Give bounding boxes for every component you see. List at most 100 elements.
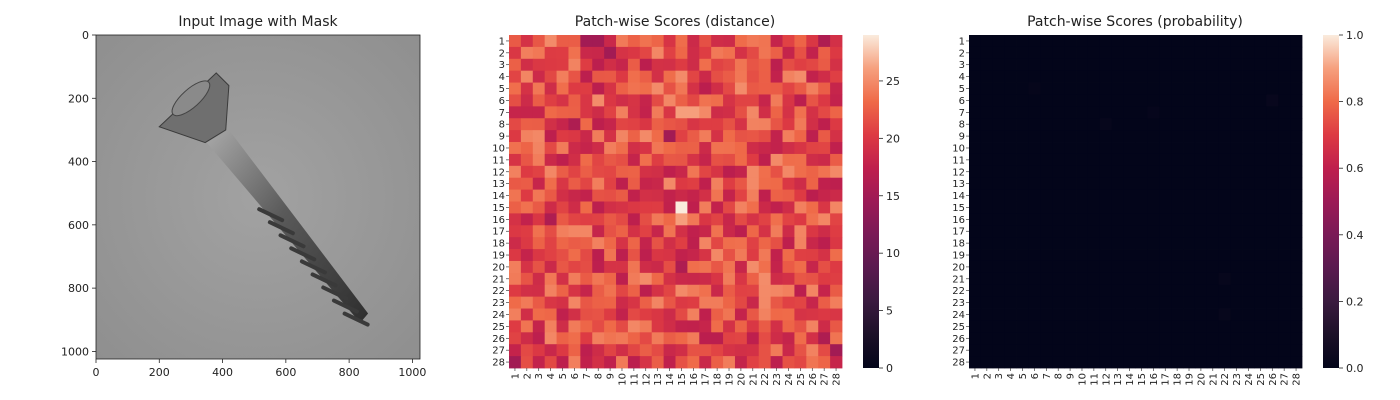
heatmap-cell xyxy=(651,70,664,83)
heatmap-cell xyxy=(509,356,522,369)
heatmap-cell xyxy=(1266,213,1279,226)
input-image xyxy=(95,34,421,360)
heatmap-cell xyxy=(711,130,724,143)
heatmap-cell xyxy=(580,35,593,48)
heatmap-cell xyxy=(818,189,831,202)
heatmap-cell xyxy=(992,153,1006,167)
heatmap-cell xyxy=(1076,356,1089,369)
heatmap-cell xyxy=(1266,165,1279,179)
heatmap-cell xyxy=(627,189,641,202)
heatmap-cell xyxy=(758,70,772,83)
heatmap-cell xyxy=(1099,356,1113,369)
heatmap-cell xyxy=(1052,142,1065,155)
heatmap-cell xyxy=(1218,189,1232,202)
heatmap-cell xyxy=(969,82,982,95)
heatmap-cell xyxy=(1266,142,1279,155)
heatmap-cell xyxy=(556,153,569,167)
heatmap-cell xyxy=(616,189,629,202)
heatmap-cell xyxy=(1147,46,1160,60)
heatmap-cell xyxy=(616,308,629,321)
heatmap-cell xyxy=(1171,94,1184,107)
heatmap-cell xyxy=(1135,225,1148,238)
heatmap-cell xyxy=(1242,177,1255,190)
heatmap-cell xyxy=(663,308,676,321)
heatmap-cell xyxy=(794,260,807,274)
heatmap-cell xyxy=(1278,344,1291,357)
heatmap-cell xyxy=(592,356,605,369)
heatmap-cell xyxy=(1004,284,1017,298)
heatmap-cell xyxy=(1194,225,1208,238)
heatmap-cell xyxy=(1076,344,1089,357)
heatmap-cell xyxy=(699,284,712,298)
heatmap-cell xyxy=(734,142,748,155)
heatmap-cell xyxy=(830,70,843,83)
col-label: 1 xyxy=(510,373,521,379)
heatmap-cell xyxy=(1064,46,1077,60)
heatmap-cell xyxy=(1290,189,1303,202)
heatmap-cell xyxy=(616,35,629,48)
heatmap-cell xyxy=(592,344,605,357)
heatmap-cell xyxy=(532,58,546,72)
heatmap-cell xyxy=(1218,308,1232,321)
heatmap-cell xyxy=(806,82,819,95)
row-label: 5 xyxy=(499,84,505,95)
heatmap-cell xyxy=(1052,260,1065,274)
image-x-tick-label: 0 xyxy=(93,366,100,379)
heatmap-cell xyxy=(1099,344,1113,357)
heatmap-cell xyxy=(1278,225,1291,238)
heatmap-cell xyxy=(1194,201,1208,214)
heatmap-cell xyxy=(782,201,795,214)
heatmap-cell xyxy=(1123,344,1136,357)
heatmap-cell xyxy=(1159,344,1172,357)
heatmap-cell xyxy=(687,356,700,369)
heatmap-cell xyxy=(532,130,546,143)
heatmap-cell xyxy=(687,70,700,83)
heatmap-cell xyxy=(639,189,653,202)
heatmap-cell xyxy=(1052,58,1065,72)
heatmap-cell xyxy=(723,58,736,72)
heatmap-cell xyxy=(770,284,783,298)
heatmap-cell xyxy=(1242,296,1255,309)
heatmap-cell xyxy=(1076,284,1089,298)
heatmap-cell xyxy=(806,106,819,119)
heatmap-cell xyxy=(651,272,664,286)
heatmap-cell xyxy=(711,177,724,190)
row-label: 3 xyxy=(499,60,505,71)
heatmap-cell xyxy=(711,344,724,357)
heatmap-cell xyxy=(770,213,783,226)
heatmap-cell xyxy=(556,189,569,202)
row-label: 14 xyxy=(952,191,965,202)
heatmap-cell xyxy=(580,130,593,143)
heatmap-cell xyxy=(1147,284,1160,298)
heatmap-cell xyxy=(1159,118,1172,131)
heatmap-cell xyxy=(663,142,676,155)
heatmap-cell xyxy=(794,118,807,131)
heatmap-cell xyxy=(1183,320,1196,333)
heatmap-cell xyxy=(806,189,819,202)
heatmap-cell xyxy=(675,35,688,48)
row-label: 1 xyxy=(499,36,505,47)
heatmap-cell xyxy=(1087,94,1101,107)
heatmap-cell xyxy=(1254,296,1267,309)
heatmap-cell xyxy=(734,272,748,286)
heatmap-cell xyxy=(794,213,807,226)
heatmap-cell xyxy=(1159,177,1172,190)
heatmap-cell xyxy=(969,249,982,262)
col-label: 2 xyxy=(522,373,533,379)
heatmap-cell xyxy=(1076,82,1089,95)
heatmap-cell xyxy=(1087,142,1101,155)
heatmap-cell xyxy=(687,82,700,95)
heatmap-cell xyxy=(1290,106,1303,119)
row-label: 16 xyxy=(952,215,965,226)
heatmap-cell xyxy=(1194,249,1208,262)
heatmap-cell xyxy=(1266,344,1279,357)
heatmap-cell xyxy=(1266,260,1279,274)
heatmap-cell xyxy=(830,177,843,190)
heatmap-cell xyxy=(592,46,605,60)
heatmap-cell xyxy=(616,213,629,226)
heatmap-cell xyxy=(1076,272,1089,286)
heatmap-cell xyxy=(818,320,831,333)
heatmap-cell xyxy=(651,201,664,214)
heatmap-cell xyxy=(1004,213,1017,226)
